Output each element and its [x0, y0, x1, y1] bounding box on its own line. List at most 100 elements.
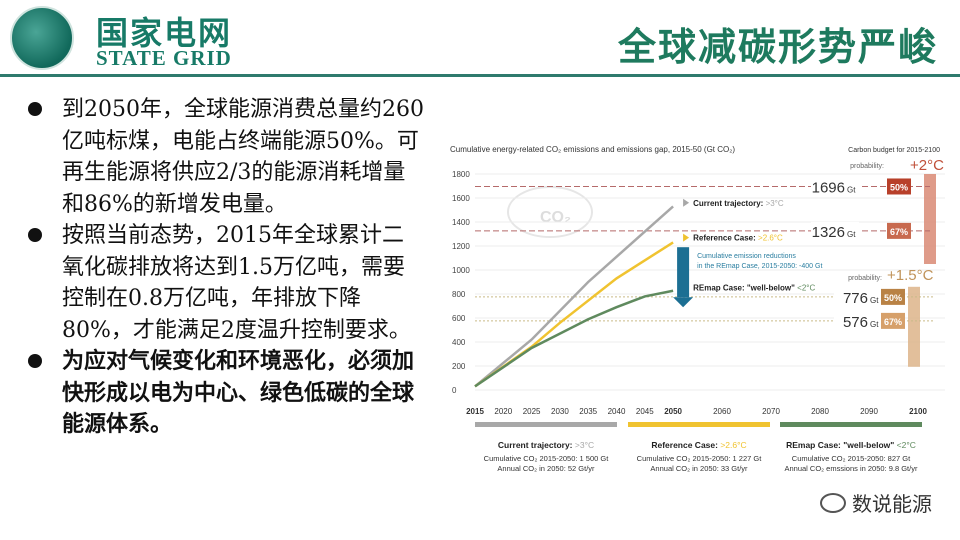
chart-title: Cumulative energy-related CO₂ emissions …: [450, 145, 735, 154]
x-tick-label: 2035: [579, 407, 597, 416]
emissions-chart: Cumulative energy-related CO₂ emissions …: [450, 145, 945, 473]
y-tick-label: 200: [452, 362, 466, 371]
x-tick-label: 2045: [636, 407, 654, 416]
y-tick-label: 1200: [452, 242, 470, 251]
summary-cumulative: Cumulative CO₂ 2015-2050: 1 227 Gt: [637, 454, 763, 463]
x-tick-label: 2050: [664, 407, 682, 416]
cloud-icon: [507, 186, 593, 238]
probability-badge: [881, 312, 905, 329]
x-tick-label: 2030: [551, 407, 569, 416]
target-label: +1.5°C: [887, 267, 934, 284]
wechat-icon: [820, 492, 846, 513]
budget-unit: Gt: [870, 296, 879, 305]
series-label: Reference Case: >2.6°C: [693, 234, 783, 243]
series-marker-icon: [683, 198, 690, 207]
budget-label-bg: [834, 287, 882, 306]
summary-title: Reference Case: >2.6°C: [651, 440, 746, 450]
budget-label-bg: [834, 311, 882, 330]
bullet-text: 为应对气候变化和环境恶化，必须加快形成以电为中心、绿色低碳的全球能源体系。: [62, 349, 415, 437]
y-tick-label: 1000: [452, 266, 470, 275]
bullet-item: 按照当前态势，2015年全球累计二氧化碳排放将达到1.5万亿吨，需要控制在0.8…: [24, 220, 424, 346]
watermark: 数说能源: [820, 488, 932, 517]
y-tick-label: 600: [452, 314, 466, 323]
logo-seal: [10, 6, 74, 70]
budget-value: 1696: [812, 179, 845, 196]
target-2c-bar: [924, 174, 936, 264]
budget-value: 1326: [812, 224, 845, 241]
bullet-text: 按照当前态势，2015年全球累计二氧化碳排放将达到1.5万亿吨，需要控制在0.8…: [62, 223, 411, 343]
series-temp: >3°C: [766, 199, 784, 208]
watermark-text: 数说能源: [852, 492, 932, 516]
y-tick-label: 800: [452, 290, 466, 299]
y-tick-label: 0: [452, 386, 457, 395]
series-label: REmap Case: "well-below" <2°C: [693, 283, 815, 292]
budget-label-bg: [811, 221, 859, 240]
summary-cumulative: Cumulative CO₂ 2015-2050: 827 Gt: [792, 454, 911, 463]
target-15c-bar: [908, 286, 920, 367]
x-tick-label: 2080: [811, 407, 829, 416]
summary-title: Current trajectory: >3°C: [498, 440, 594, 450]
probability-badge: [887, 222, 911, 239]
y-tick-label: 1800: [452, 170, 470, 179]
series-temp: >2.6°C: [758, 234, 783, 243]
probability-value: 50%: [890, 182, 908, 192]
x-tick-label: 2020: [494, 407, 512, 416]
probability-badge: [887, 178, 911, 195]
probability-value: 67%: [884, 317, 902, 327]
reduction-arrow: [677, 247, 690, 298]
bullet-list: 到2050年，全球能源消费总量约260亿吨标煤，电能占终端能源50%。可再生能源…: [24, 94, 424, 441]
x-tick-label: 2025: [523, 407, 541, 416]
series-line: [474, 289, 674, 388]
reduction-note: Cumulative emission reductions: [697, 253, 796, 260]
y-tick-label: 400: [452, 338, 466, 347]
target-label: +2°C: [910, 157, 944, 174]
budget-label-bg: [811, 177, 859, 196]
slide-title: 全球减碳形势严峻: [617, 25, 938, 69]
x-tick-label: 2040: [608, 407, 626, 416]
summary-temp: <2°C: [897, 440, 916, 450]
y-tick-label: 1600: [452, 194, 470, 203]
bullet-item: 为应对气候变化和环境恶化，必须加快形成以电为中心、绿色低碳的全球能源体系。: [24, 346, 424, 441]
header-divider: [0, 74, 960, 77]
summary-annual: Annual CO₂ emssions in 2050: 9.8 Gt/yr: [785, 464, 918, 473]
x-tick-label: 2015: [466, 407, 484, 416]
x-tick-label: 2060: [713, 407, 731, 416]
budget-unit: Gt: [870, 320, 879, 329]
reduction-note: in the REmap Case, 2015-2050: -400 Gt: [697, 263, 822, 270]
reduction-arrow-head: [673, 297, 694, 308]
logo-english: STATE GRID: [96, 46, 232, 70]
bullet-icon: [28, 228, 42, 242]
summary-annual: Annual CO₂ in 2050: 33 Gt/yr: [650, 464, 748, 473]
summary-bar: [628, 422, 770, 427]
summary-temp: >3°C: [575, 440, 594, 450]
summary-title: REmap Case: "well-below" <2°C: [786, 440, 916, 450]
logo-chinese: 国家电网: [96, 14, 233, 52]
probability-value: 67%: [890, 227, 908, 237]
right-title: Carbon budget for 2015-2100: [848, 147, 940, 154]
x-tick-label: 2090: [860, 407, 878, 416]
x-tick-label: 2070: [762, 407, 780, 416]
budget-unit: Gt: [847, 185, 856, 194]
budget-value: 776: [843, 290, 868, 307]
probability-label: probability:: [850, 163, 884, 170]
bullet-icon: [28, 354, 42, 368]
summary-cumulative: Cumulative CO₂ 2015-2050: 1 500 Gt: [484, 454, 610, 463]
probability-label: probability:: [848, 275, 882, 282]
bullet-text: 到2050年，全球能源消费总量约260亿吨标煤，电能占终端能源50%。可再生能源…: [62, 97, 424, 217]
series-line: [474, 205, 674, 388]
bullet-item: 到2050年，全球能源消费总量约260亿吨标煤，电能占终端能源50%。可再生能源…: [24, 94, 424, 220]
summary-bar: [780, 422, 922, 427]
budget-unit: Gt: [847, 230, 856, 239]
probability-value: 50%: [884, 293, 902, 303]
summary-annual: Annual CO₂ in 2050: 52 Gt/yr: [497, 464, 595, 473]
budget-value: 576: [843, 314, 868, 331]
y-tick-label: 1400: [452, 218, 470, 227]
summary-bar: [475, 422, 617, 427]
probability-badge: [881, 288, 905, 305]
series-temp: <2°C: [797, 283, 815, 292]
bullet-icon: [28, 102, 42, 116]
series-label: Current trajectory: >3°C: [693, 199, 784, 208]
series-marker-icon: [683, 233, 690, 242]
cloud-label: CO₂: [540, 209, 571, 226]
x-tick-label: 2100: [909, 407, 927, 416]
